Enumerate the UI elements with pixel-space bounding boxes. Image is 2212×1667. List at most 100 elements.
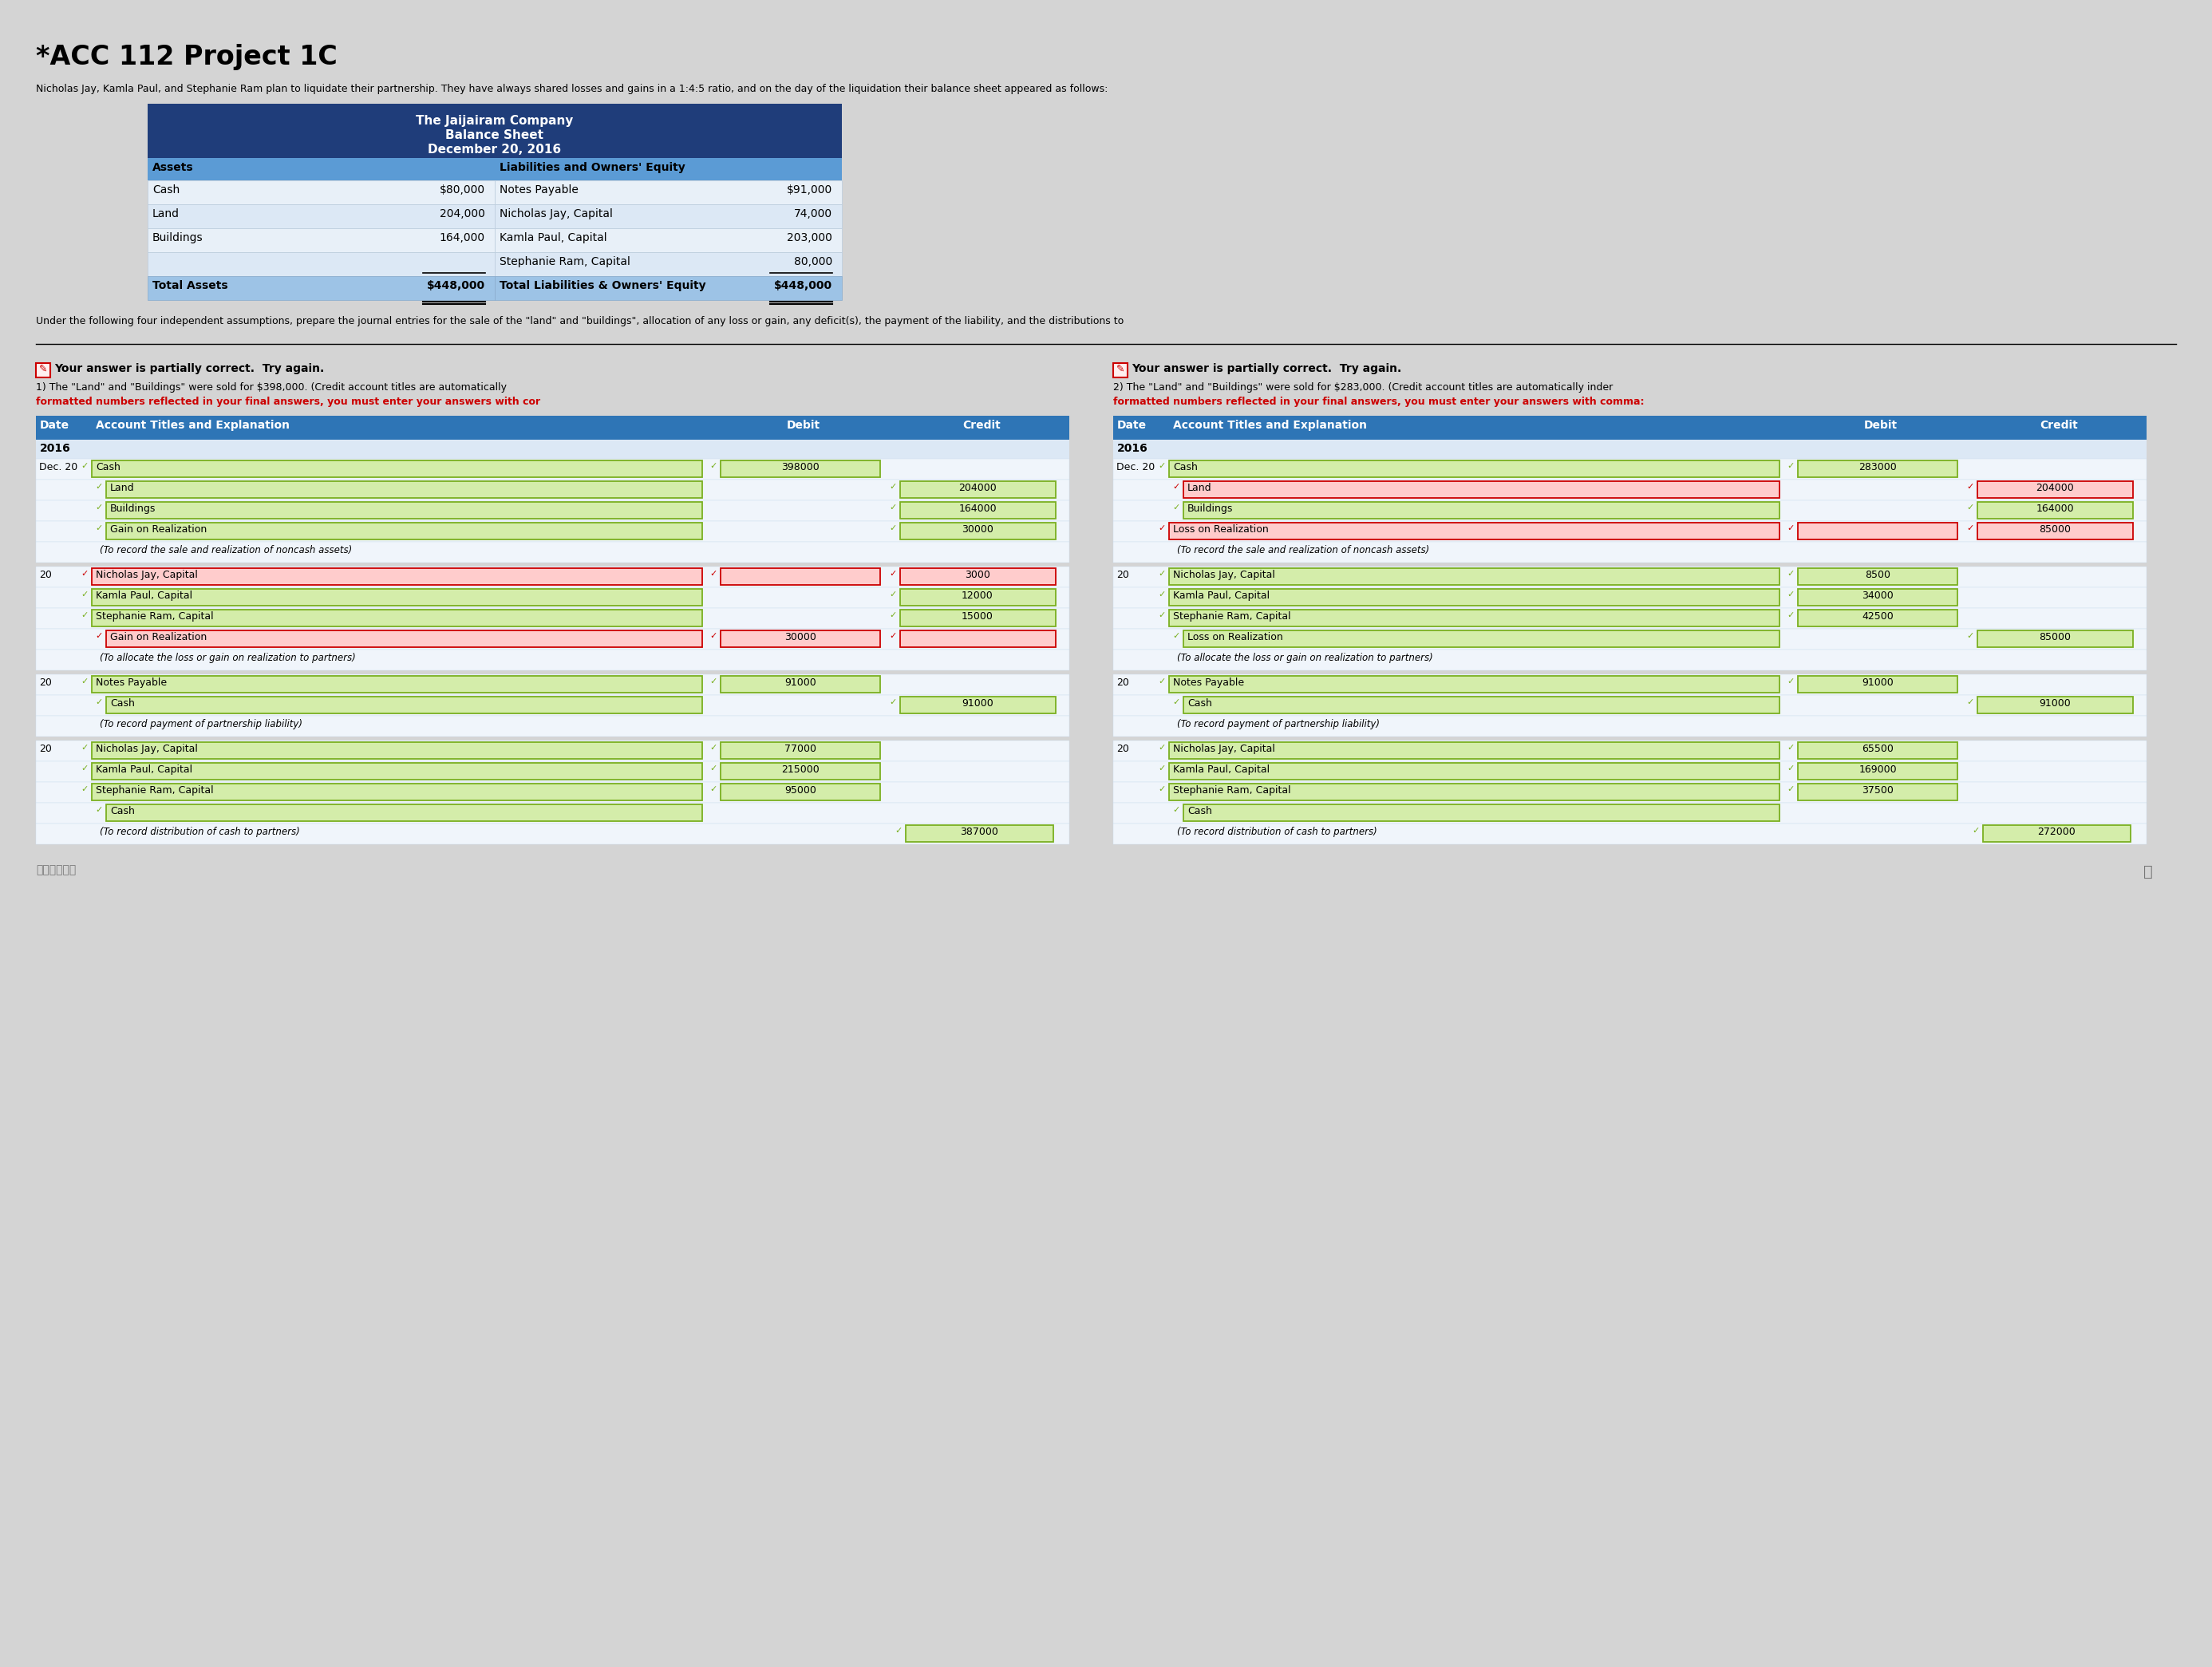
Text: Cash: Cash <box>1188 805 1212 817</box>
Text: ✓: ✓ <box>80 462 88 470</box>
Text: ✓: ✓ <box>1971 827 1980 835</box>
Bar <box>1168 610 1778 627</box>
Bar <box>1113 628 2146 650</box>
Text: 91000: 91000 <box>2039 698 2070 708</box>
Text: 203,000: 203,000 <box>787 232 832 243</box>
Text: ✓: ✓ <box>710 743 717 752</box>
Text: ✓: ✓ <box>710 462 717 470</box>
Bar <box>1113 480 2146 500</box>
Text: formatted numbers reflected in your final answers, you must enter your answers w: formatted numbers reflected in your fina… <box>1113 397 1644 407</box>
Text: Gain on Realization: Gain on Realization <box>111 632 208 642</box>
Text: ✓: ✓ <box>1157 590 1166 598</box>
Bar <box>495 205 843 228</box>
Bar <box>1113 762 2146 782</box>
Text: Land: Land <box>1188 483 1212 493</box>
Text: Your answer is partially correct.  Try again.: Your answer is partially correct. Try ag… <box>1133 363 1402 375</box>
Bar <box>148 228 495 252</box>
Text: Nicholas Jay, Capital: Nicholas Jay, Capital <box>1172 570 1274 580</box>
Text: ✓: ✓ <box>80 570 88 578</box>
Text: ✓: ✓ <box>1157 677 1166 685</box>
Bar <box>1113 803 2146 823</box>
Text: 91000: 91000 <box>1863 677 1893 688</box>
Text: ✓: ✓ <box>889 612 896 618</box>
Text: Balance Sheet: Balance Sheet <box>445 130 544 142</box>
Text: ✓: ✓ <box>889 632 896 640</box>
Bar <box>35 440 1068 458</box>
Bar <box>106 482 701 498</box>
Bar <box>721 460 880 477</box>
Bar <box>1113 695 2146 715</box>
Bar <box>148 277 495 300</box>
Bar <box>35 673 1068 695</box>
Text: ✓: ✓ <box>1787 570 1794 578</box>
Text: 164,000: 164,000 <box>440 232 484 243</box>
Text: ✓: ✓ <box>710 570 717 578</box>
Bar <box>35 715 1068 737</box>
Text: 283000: 283000 <box>1858 462 1896 472</box>
Bar <box>1798 610 1958 627</box>
Text: 95000: 95000 <box>785 785 816 795</box>
Bar <box>91 568 701 585</box>
Bar <box>35 628 1068 650</box>
Text: ✓: ✓ <box>80 785 88 793</box>
Text: formatted numbers reflected in your final answers, you must enter your answers w: formatted numbers reflected in your fina… <box>35 397 540 407</box>
Bar <box>1113 522 2146 542</box>
Text: ✓: ✓ <box>80 743 88 752</box>
Text: Credit: Credit <box>962 420 1000 430</box>
Bar <box>106 630 701 647</box>
Text: ీ: ీ <box>2143 864 2152 880</box>
Text: 204000: 204000 <box>2035 483 2075 493</box>
Text: Nicholas Jay, Capital: Nicholas Jay, Capital <box>500 208 613 220</box>
Bar <box>91 783 701 800</box>
Bar <box>900 568 1055 585</box>
Bar <box>35 762 1068 782</box>
Bar <box>35 823 1068 844</box>
Bar <box>35 500 1068 522</box>
Text: ✓: ✓ <box>1157 525 1166 532</box>
Text: 169000: 169000 <box>1858 765 1896 775</box>
Text: Nicholas Jay, Capital: Nicholas Jay, Capital <box>95 570 197 580</box>
Text: Stephanie Ram, Capital: Stephanie Ram, Capital <box>1172 612 1292 622</box>
Text: 204,000: 204,000 <box>440 208 484 220</box>
Text: ✓: ✓ <box>889 483 896 490</box>
Bar <box>91 588 701 605</box>
Text: ✓: ✓ <box>1966 483 1973 490</box>
Bar <box>900 523 1055 540</box>
Text: ✓: ✓ <box>95 632 102 640</box>
Text: $448,000: $448,000 <box>427 280 484 292</box>
Text: ✎: ✎ <box>1117 363 1124 375</box>
Bar <box>900 697 1055 713</box>
Text: ✓: ✓ <box>889 698 896 707</box>
Text: Total Liabilities & Owners' Equity: Total Liabilities & Owners' Equity <box>500 280 706 292</box>
Bar <box>1168 460 1778 477</box>
Bar <box>35 740 1068 762</box>
Bar <box>35 782 1068 803</box>
Bar <box>721 763 880 780</box>
Text: ✓: ✓ <box>710 677 717 685</box>
Text: Kamla Paul, Capital: Kamla Paul, Capital <box>95 765 192 775</box>
Text: 20: 20 <box>1117 743 1128 753</box>
Bar <box>1183 482 1778 498</box>
Bar <box>1113 715 2146 737</box>
Bar <box>721 742 880 758</box>
Text: Buildings: Buildings <box>153 232 204 243</box>
Text: ✓: ✓ <box>1157 765 1166 772</box>
Text: (To record payment of partnership liability): (To record payment of partnership liabil… <box>1177 718 1380 730</box>
Text: Dec. 20: Dec. 20 <box>40 462 77 472</box>
Bar <box>1183 697 1778 713</box>
Bar <box>900 610 1055 627</box>
Bar <box>35 803 1068 823</box>
Bar <box>495 277 843 300</box>
Text: 387000: 387000 <box>960 827 998 837</box>
Text: 37500: 37500 <box>1863 785 1893 795</box>
Text: ✓: ✓ <box>80 765 88 772</box>
Bar <box>900 630 1055 647</box>
Bar <box>91 610 701 627</box>
Bar <box>35 363 51 377</box>
Text: ✓: ✓ <box>80 590 88 598</box>
Text: Under the following four independent assumptions, prepare the journal entries fo: Under the following four independent ass… <box>35 317 1124 327</box>
Text: ✓: ✓ <box>1966 525 1973 532</box>
Bar <box>91 460 701 477</box>
Bar <box>1798 742 1958 758</box>
Bar <box>35 567 1068 587</box>
